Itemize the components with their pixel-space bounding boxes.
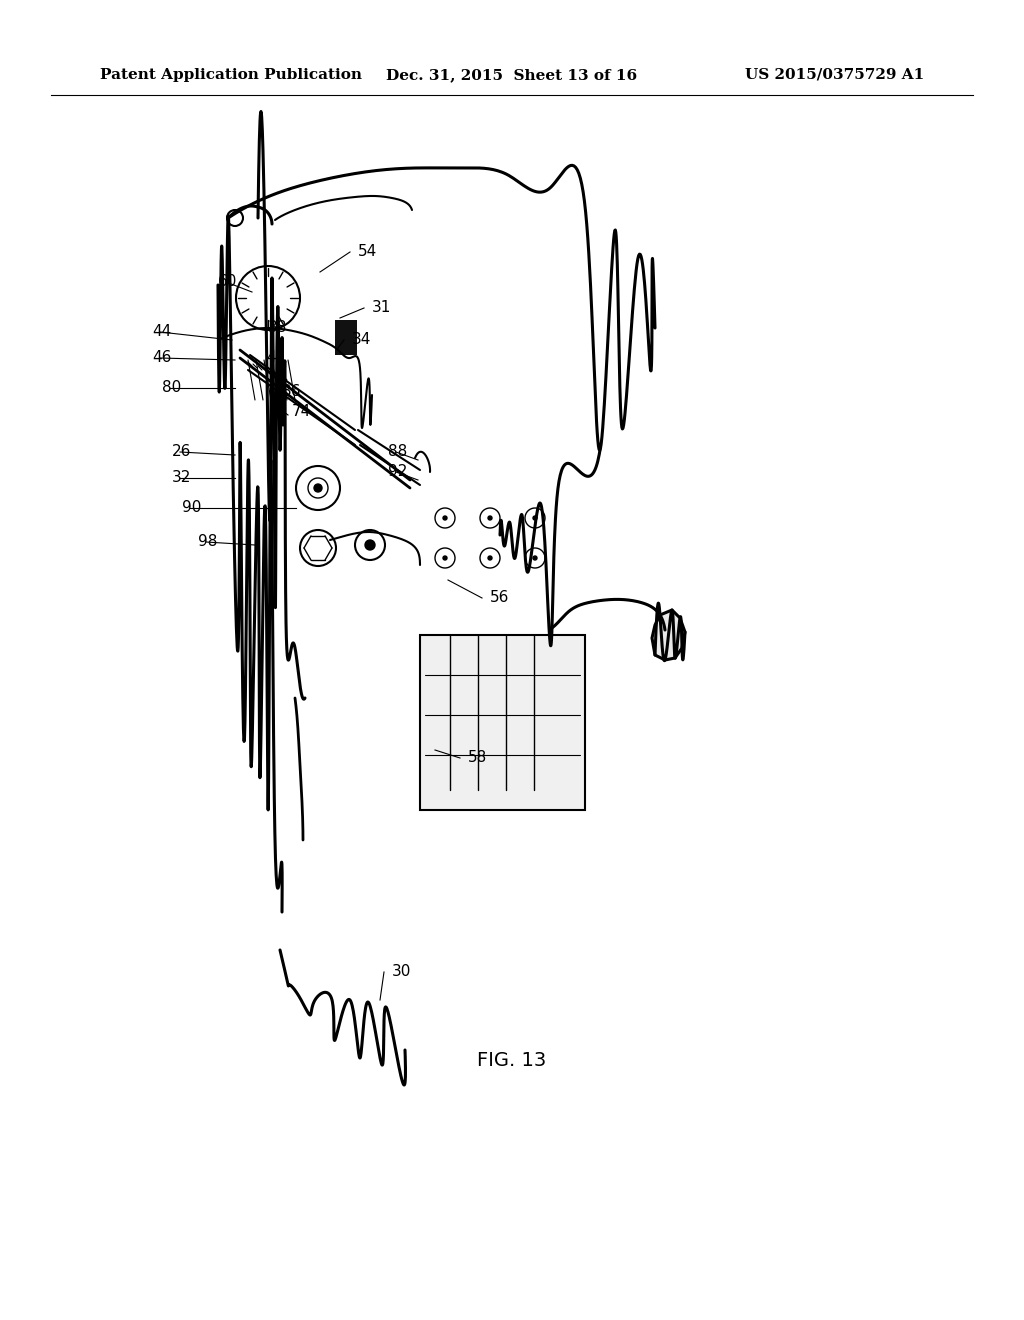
Text: 36: 36 <box>282 384 301 400</box>
FancyBboxPatch shape <box>420 635 585 810</box>
Text: 74: 74 <box>292 404 311 420</box>
Text: 98: 98 <box>198 535 217 549</box>
Text: 26: 26 <box>172 445 191 459</box>
Circle shape <box>443 516 447 520</box>
Text: US 2015/0375729 A1: US 2015/0375729 A1 <box>744 69 924 82</box>
Text: Patent Application Publication: Patent Application Publication <box>100 69 362 82</box>
Circle shape <box>488 556 492 560</box>
Text: 46: 46 <box>152 351 171 366</box>
Text: 88: 88 <box>388 445 408 459</box>
Text: 90: 90 <box>182 500 202 516</box>
Circle shape <box>488 516 492 520</box>
Polygon shape <box>652 610 685 660</box>
Text: 38: 38 <box>268 321 288 335</box>
Circle shape <box>534 516 537 520</box>
Circle shape <box>534 556 537 560</box>
Text: 80: 80 <box>162 380 181 396</box>
Circle shape <box>365 540 375 550</box>
Text: 58: 58 <box>468 751 487 766</box>
Text: 30: 30 <box>392 965 412 979</box>
Circle shape <box>314 484 322 492</box>
Text: Dec. 31, 2015  Sheet 13 of 16: Dec. 31, 2015 Sheet 13 of 16 <box>386 69 638 82</box>
Text: 44: 44 <box>152 325 171 339</box>
Text: 56: 56 <box>490 590 509 606</box>
Text: FIG. 13: FIG. 13 <box>477 1051 547 1069</box>
Text: 60: 60 <box>218 275 238 289</box>
Bar <box>335 319 357 355</box>
Text: 92: 92 <box>388 465 408 479</box>
Text: 32: 32 <box>172 470 191 486</box>
Text: 54: 54 <box>358 244 377 260</box>
Text: 42: 42 <box>266 351 286 366</box>
Text: 31: 31 <box>372 301 391 315</box>
Circle shape <box>443 556 447 560</box>
Text: 34: 34 <box>352 333 372 347</box>
